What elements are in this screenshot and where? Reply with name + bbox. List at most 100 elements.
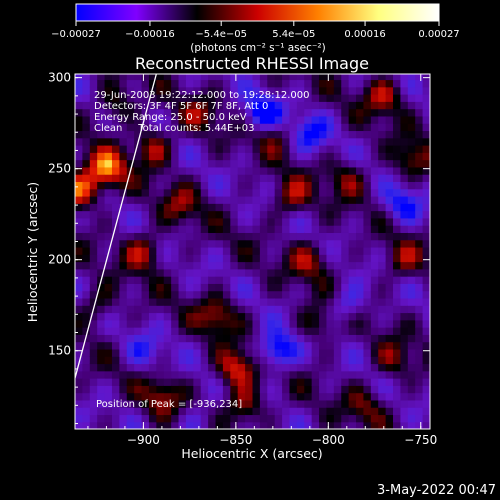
heatmap-cell [89,254,98,263]
heatmap-cell [252,276,261,284]
heatmap-cell [148,108,157,117]
heatmap-cell [126,239,135,248]
heatmap-cell [104,145,113,153]
heatmap-cell [385,123,394,132]
heatmap-cell [422,305,430,314]
heatmap-cell [200,312,209,321]
heatmap-cell [304,407,313,416]
heatmap-cell [252,239,261,248]
heatmap-cell [134,407,143,416]
heatmap-cell [311,378,320,386]
heatmap-cell [208,290,217,299]
heatmap-cell [237,414,246,423]
heatmap-cell [200,246,209,255]
heatmap-cell [341,348,350,357]
heatmap-cell [126,246,135,255]
heatmap-cell [104,130,113,139]
heatmap-cell [296,399,305,408]
heatmap-cell [82,101,91,110]
heatmap-cell [171,290,180,299]
heatmap-cell [289,305,298,314]
heatmap-cell [89,217,98,226]
heatmap-cell [259,232,268,241]
heatmap-cell [193,414,202,423]
heatmap-cell [97,145,106,153]
heatmap-cell [422,174,430,183]
heatmap-cell [296,101,305,110]
heatmap-cell [333,414,342,423]
heatmap-cell [89,79,98,88]
heatmap-cell [163,74,172,81]
heatmap-cell [348,305,357,314]
heatmap-cell [215,94,224,102]
heatmap-cell [422,334,430,343]
heatmap-cell [156,305,165,314]
heatmap-cell [348,79,357,88]
heatmap-cell [296,407,305,416]
heatmap-cell [363,108,372,117]
heatmap-cell [245,305,254,314]
heatmap-cell [326,225,335,233]
heatmap-cell [230,254,239,263]
heatmap-cell [215,378,224,386]
heatmap-cell [319,363,328,372]
heatmap-cell [341,188,350,197]
heatmap-cell [282,145,291,153]
heatmap-cell [134,421,143,429]
heatmap-cell [222,261,231,270]
heatmap-cell [326,341,335,350]
heatmap-cell [363,145,372,153]
heatmap-cell [193,86,202,95]
heatmap-cell [326,305,335,314]
heatmap-cell [82,414,91,423]
heatmap-cell [252,414,261,423]
heatmap-cell [237,152,246,161]
heatmap-cell [237,319,246,328]
heatmap-cell [237,159,246,168]
heatmap-cell [230,123,239,132]
heatmap-cell [282,159,291,168]
heatmap-cell [104,195,113,204]
heatmap-cell [111,327,120,335]
heatmap-cell [378,101,387,110]
heatmap-cell [178,123,187,132]
heatmap-cell [363,86,372,95]
heatmap-cell [171,246,180,255]
heatmap-cell [274,421,283,429]
heatmap-cell [393,392,402,401]
heatmap-cell [237,305,246,314]
heatmap-cell [237,203,246,212]
heatmap-cell [119,319,128,328]
heatmap-cell [378,130,387,139]
heatmap-cell [171,195,180,204]
heatmap-cell [82,225,91,233]
heatmap-cell [156,203,165,212]
heatmap-cell [208,407,217,416]
heatmap-cell [148,276,157,284]
heatmap-cell [319,195,328,204]
heatmap-cell [422,123,430,132]
heatmap-cell [134,312,143,321]
heatmap-cell [89,246,98,255]
heatmap-cell [407,297,416,306]
heatmap-cell [148,145,157,153]
heatmap-cell [119,232,128,241]
heatmap-cell [393,319,402,328]
heatmap-cell [282,290,291,299]
heatmap-cell [97,74,106,81]
heatmap-cell [230,348,239,357]
heatmap-cell [311,166,320,175]
heatmap-cell [259,276,268,284]
heatmap-cell [237,334,246,343]
heatmap-cell [237,123,246,132]
heatmap-cell [245,74,254,81]
heatmap-cell [370,312,379,321]
heatmap-cell [400,145,409,153]
heatmap-cell [296,392,305,401]
heatmap-cell [215,166,224,175]
heatmap-cell [252,152,261,161]
heatmap-cell [156,195,165,204]
heatmap-cell [148,74,157,81]
heatmap-cell [185,348,194,357]
heatmap-cell [274,101,283,110]
